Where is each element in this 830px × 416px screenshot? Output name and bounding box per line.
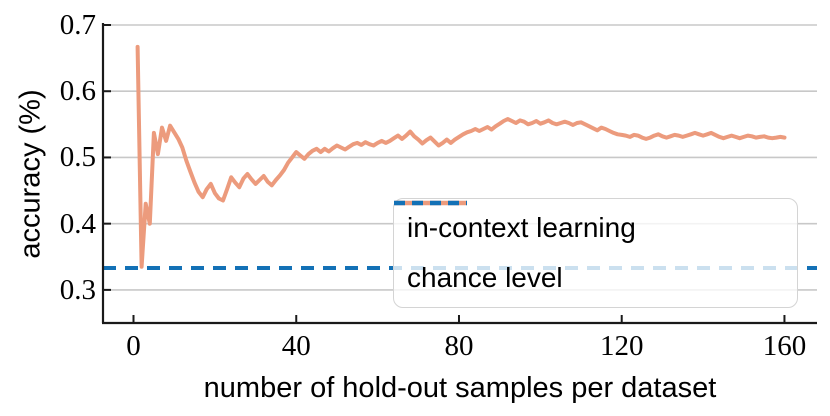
x-tick-label: 120	[599, 330, 644, 362]
legend-label: in-context learning	[407, 212, 636, 243]
y-tick-label: 0.4	[59, 207, 96, 240]
x-axis-label: number of hold-out samples per dataset	[203, 372, 717, 404]
x-tick-label: 80	[444, 330, 474, 362]
legend-item-chance-level: chance level	[394, 200, 797, 300]
x-tick-label: 0	[126, 330, 141, 362]
y-tick-label: 0.5	[59, 141, 96, 174]
legend: in-context learning chance level	[393, 198, 798, 308]
y-tick-label: 0.7	[59, 9, 96, 41]
y-tick-label: 0.3	[59, 273, 96, 306]
in-context-learning-line	[135, 44, 787, 269]
legend-label: chance level	[407, 262, 563, 293]
x-tick-label: 40	[281, 330, 311, 362]
y-tick-label: 0.6	[59, 75, 96, 108]
legend-item-in-context-learning: in-context learning	[394, 200, 797, 250]
legend-dashed-line-icon	[394, 200, 467, 206]
x-tick-label: 160	[762, 330, 807, 362]
